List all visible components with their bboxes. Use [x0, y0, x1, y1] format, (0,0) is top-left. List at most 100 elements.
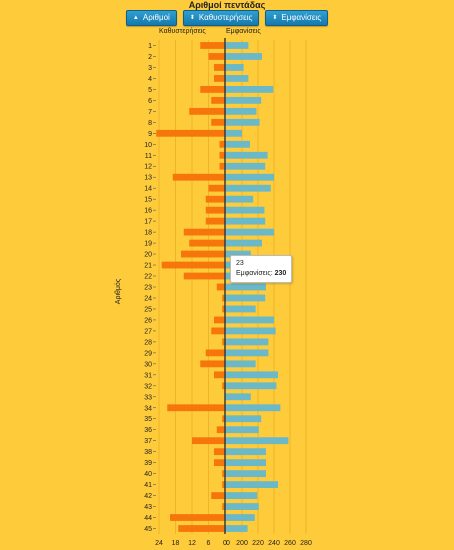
delay-bar — [205, 349, 225, 357]
x-tick-label: 12 — [188, 540, 196, 547]
appearance-bar — [225, 75, 249, 82]
category-label: 31 — [144, 372, 152, 379]
tooltip-value: 230 — [274, 270, 287, 277]
delay-bar — [189, 239, 225, 247]
sort-icon: ⬍ — [272, 15, 278, 21]
delay-bar — [200, 85, 225, 93]
category-label: 4 — [148, 76, 152, 83]
delay-bar — [156, 129, 225, 137]
category-label: 2 — [148, 54, 152, 61]
delay-bar — [222, 470, 225, 478]
category-label: 20 — [144, 252, 152, 259]
sort-icon: ⬍ — [189, 15, 195, 21]
category-label: 29 — [144, 350, 152, 357]
sort-by-appearances-label: Εμφανίσεις — [281, 13, 322, 22]
delay-bar — [183, 272, 225, 280]
category-label: 22 — [144, 274, 152, 281]
category-label: 9 — [148, 131, 152, 138]
delay-bar — [205, 195, 225, 203]
appearance-bar — [225, 184, 271, 192]
appearance-bar — [225, 393, 251, 401]
y-axis-label: Αριθμός — [115, 278, 123, 305]
category-label: 26 — [144, 317, 152, 324]
appearance-bar — [225, 448, 266, 456]
delay-bar — [219, 140, 225, 148]
category-label: 23 — [144, 285, 152, 292]
sort-by-delays-button[interactable]: ⬍ Καθυστερήσεις — [182, 10, 260, 26]
delay-bar — [222, 338, 225, 346]
category-label: 1 — [148, 43, 152, 50]
sort-by-delays-label: Καθυστερήσεις — [198, 13, 253, 22]
delay-bar — [222, 415, 225, 423]
appearance-bar — [225, 162, 266, 170]
tooltip-arrow — [248, 277, 256, 282]
category-label: 16 — [144, 208, 152, 215]
category-label: 40 — [144, 471, 152, 478]
delay-bar — [222, 481, 225, 489]
category-label: 11 — [145, 153, 152, 160]
appearance-bar — [225, 173, 274, 181]
x-tick-label: 18 — [172, 540, 180, 547]
sort-up-icon: ▲ — [132, 15, 139, 21]
delay-bar — [200, 360, 225, 368]
category-label: 10 — [144, 142, 152, 149]
appearance-bar — [225, 140, 250, 148]
appearance-bar — [225, 426, 259, 434]
appearance-bar — [225, 195, 254, 203]
category-label: 13 — [144, 175, 152, 182]
category-label: 7 — [148, 109, 152, 116]
delay-bar — [192, 437, 225, 445]
category-label: 39 — [144, 460, 152, 467]
category-label: 41 — [144, 482, 152, 489]
appearance-bar — [225, 64, 244, 71]
appearance-bar — [225, 53, 262, 60]
appearance-bar — [225, 382, 277, 390]
appearance-bar — [225, 492, 258, 499]
sort-by-appearances-button[interactable]: ⬍ Εμφανίσεις — [265, 10, 329, 26]
category-label: 37 — [144, 438, 152, 445]
appearance-bar — [225, 415, 262, 423]
delay-bar — [222, 382, 225, 390]
category-label: 18 — [144, 230, 152, 237]
tooltip-category: 23 — [236, 260, 244, 267]
appearance-bar — [225, 470, 266, 478]
delay-bar — [219, 151, 225, 159]
category-label: 38 — [144, 449, 152, 456]
appearance-bar — [225, 514, 255, 521]
appearance-bar — [225, 151, 268, 159]
delay-bar — [211, 492, 225, 499]
sort-by-number-button[interactable]: ▲ Αριθμοί — [125, 10, 177, 26]
delay-bar — [211, 118, 225, 126]
category-label: 24 — [144, 295, 152, 302]
chart-title: Αριθμοί πεντάδας — [188, 0, 266, 10]
x-tick-label: 220 — [252, 540, 264, 547]
appearance-bar — [225, 96, 262, 104]
delay-bar — [208, 53, 225, 60]
delay-bar — [161, 261, 225, 269]
appearance-bar — [225, 459, 266, 467]
x-tick-label: 240 — [268, 540, 280, 547]
delay-bar — [214, 316, 225, 324]
category-label: 14 — [144, 186, 152, 193]
x-tick-label: 0 — [223, 540, 227, 547]
delay-bar — [222, 503, 225, 510]
x-tick-label: 260 — [284, 540, 296, 547]
tooltip: 23 Εμφανίσεις: 230 — [230, 255, 293, 283]
appearance-bar — [225, 250, 251, 258]
delay-bar — [216, 426, 225, 434]
x-tick-label: 6 — [207, 540, 211, 547]
category-label: 3 — [148, 65, 152, 72]
delay-bar — [178, 525, 225, 532]
delay-bar — [189, 107, 225, 115]
delay-bar — [214, 459, 225, 467]
delay-bar — [214, 371, 225, 379]
category-label: 44 — [144, 515, 152, 522]
delay-bar — [200, 42, 225, 49]
appearance-bar — [225, 525, 248, 532]
delay-bar — [211, 96, 225, 104]
appearance-bar — [225, 305, 256, 313]
delay-bar — [172, 173, 225, 181]
category-label: 6 — [148, 98, 152, 105]
appearance-bar — [225, 217, 266, 225]
